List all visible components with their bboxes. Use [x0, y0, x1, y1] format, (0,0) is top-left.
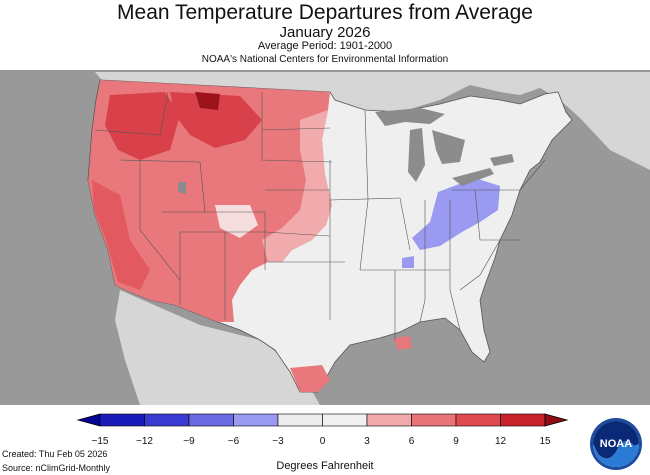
temperature-departure-map — [0, 70, 650, 405]
warm-patch-texas-coast — [290, 365, 330, 392]
scale-cell — [99, 413, 145, 427]
warm-light-band — [262, 110, 332, 262]
cool-patch-colorado — [215, 205, 258, 238]
lake-erie — [452, 168, 494, 186]
scale-cell — [277, 413, 323, 427]
warm-core-california — [92, 180, 150, 290]
scale-tick-label: −3 — [272, 436, 284, 447]
agency-label: NOAA's National Centers for Environmenta… — [201, 54, 449, 65]
lake-michigan — [408, 128, 425, 182]
scale-cell — [500, 413, 546, 427]
cold-region — [412, 178, 500, 250]
created-date: Created: Thu Feb 05 2026 — [2, 449, 108, 459]
scale-tick-label: −15 — [91, 436, 109, 447]
lake-huron — [432, 130, 465, 164]
logo-text: NOAA — [600, 438, 632, 450]
lake-ontario — [490, 154, 514, 166]
average-period: Average Period: 1901-2000 — [257, 40, 393, 52]
cold-patch — [402, 256, 414, 268]
warm-core-northwest — [105, 92, 180, 160]
scale-low-arrow — [76, 413, 101, 427]
scale-tick-label: 9 — [453, 436, 459, 447]
lake-superior — [375, 108, 445, 126]
map-subtitle: January 2026 — [279, 24, 371, 41]
data-source: Source: nClimGrid-Monthly — [2, 463, 111, 473]
scale-cell — [366, 413, 412, 427]
scale-cell — [322, 413, 368, 427]
scale-tick-label: −12 — [136, 436, 153, 447]
scale-tick-label: 6 — [408, 436, 415, 447]
scale-cell — [233, 413, 279, 427]
scale-tick-label: −9 — [183, 436, 195, 447]
scale-cell — [188, 413, 234, 427]
warm-peak — [195, 92, 220, 110]
canada-land — [95, 72, 650, 170]
warm-patch-gulf — [394, 336, 412, 350]
warm-core-montana — [170, 92, 262, 148]
scale-cell — [144, 413, 190, 427]
color-scale-bar — [76, 413, 569, 427]
noaa-logo-icon: NOAA — [590, 418, 642, 470]
scale-high-arrow — [544, 413, 569, 427]
mexico-land — [115, 290, 320, 405]
great-salt-lake — [178, 182, 186, 194]
scale-tick-label: 0 — [319, 436, 326, 447]
map-title: Mean Temperature Departures from Average — [117, 1, 533, 24]
scale-cell — [411, 413, 457, 427]
scale-tick-label: 15 — [539, 436, 551, 447]
scale-tick-label: −6 — [227, 436, 240, 447]
state-boundaries — [87, 79, 546, 340]
scale-cell — [455, 413, 501, 427]
units-label: Degrees Fahrenheit — [276, 460, 374, 472]
scale-tick-label: 3 — [364, 436, 370, 447]
scale-tick-label: 12 — [494, 436, 507, 447]
